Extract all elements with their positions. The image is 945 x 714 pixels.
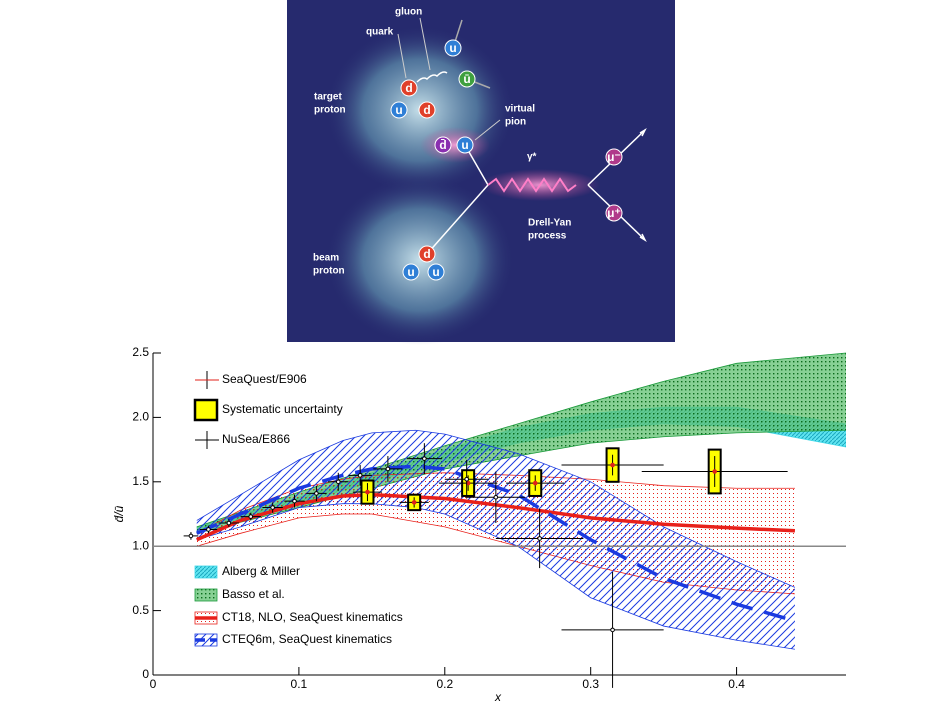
point	[712, 469, 717, 474]
band	[196, 430, 795, 650]
diagram-label: gluon	[395, 7, 422, 18]
particle-label: u	[449, 41, 456, 55]
particle	[418, 245, 436, 263]
particle	[434, 136, 452, 154]
particle-label: μ⁻	[607, 150, 621, 164]
legend-label: NuSea/E866	[222, 432, 290, 446]
particle-label: u	[407, 265, 414, 279]
diagram-label: quark	[366, 27, 394, 38]
band-edge	[196, 503, 795, 650]
point	[411, 500, 417, 505]
beam-proton-glow	[325, 175, 515, 345]
y-tick-label: 1.0	[132, 538, 149, 552]
pion-glow	[420, 127, 490, 163]
diagram-label: target	[314, 92, 342, 103]
point	[292, 498, 297, 504]
x-tick-label: 0.4	[728, 677, 745, 691]
legend-symbol	[193, 398, 219, 422]
diagram-label: Drell-Yan	[528, 218, 571, 229]
diagram-label: γ*	[527, 152, 537, 163]
legend-symbol	[194, 588, 218, 602]
point	[385, 466, 391, 472]
point	[188, 533, 194, 539]
y-tick-label: 0	[142, 667, 149, 681]
particle	[605, 204, 623, 222]
point	[335, 479, 341, 485]
particle-label: d	[405, 81, 412, 95]
legend-label: Systematic uncertainty	[222, 402, 343, 416]
point	[610, 627, 615, 633]
diagram-label: pion	[505, 117, 526, 128]
diagram-lines	[397, 17, 647, 255]
particle	[605, 148, 623, 166]
particle	[444, 39, 462, 57]
particle	[418, 101, 436, 119]
legend-label: Basso et al.	[222, 587, 285, 601]
particle-label: d̄	[439, 138, 446, 152]
point	[610, 462, 615, 468]
x-tick-label: 0	[150, 677, 157, 691]
gluon	[416, 71, 448, 83]
point	[314, 491, 319, 496]
point	[464, 476, 469, 482]
legend-label: SeaQuest/E906	[222, 372, 307, 386]
particle-label: u	[461, 138, 468, 152]
y-tick-label: 1.5	[132, 474, 149, 488]
particle	[427, 263, 445, 281]
band-edge	[196, 429, 796, 588]
particle-label: u	[432, 265, 439, 279]
particle-label: d	[423, 103, 430, 117]
particle-label: μ⁺	[607, 206, 621, 220]
y-axis-label: d̄/ū	[112, 505, 126, 522]
point	[248, 514, 254, 519]
arrowheads	[639, 128, 647, 242]
point	[226, 520, 232, 526]
photon	[487, 177, 577, 193]
diagram-label: proton	[313, 266, 345, 277]
legend-label: CTEQ6m, SeaQuest kinematics	[222, 632, 392, 646]
legend-symbol	[194, 565, 218, 579]
legend-label: Alberg & Miller	[222, 564, 300, 578]
particle-label: ū	[463, 72, 470, 86]
diagram	[287, 0, 675, 345]
particle	[402, 263, 420, 281]
y-tick-label: 2.5	[132, 345, 149, 359]
x-tick-label: 0.1	[291, 677, 308, 691]
particle	[390, 101, 408, 119]
point	[532, 480, 538, 486]
central-line	[196, 464, 796, 623]
y-tick-label: 0.5	[132, 603, 149, 617]
point	[422, 456, 427, 461]
x-axis-label: x	[494, 690, 502, 704]
y-tick-label: 2.0	[132, 410, 149, 424]
central-line	[196, 492, 796, 542]
point	[365, 489, 370, 495]
point	[206, 527, 211, 532]
diagram-label: process	[528, 231, 567, 242]
diagram-label: proton	[314, 105, 346, 116]
particle-label: d	[423, 247, 430, 261]
diagram-label: virtual	[505, 104, 535, 115]
point	[493, 494, 499, 500]
particle	[400, 79, 418, 97]
point	[357, 473, 363, 478]
point	[537, 536, 542, 541]
diagram-label: beam	[313, 253, 339, 264]
point	[270, 505, 275, 510]
particle	[456, 136, 474, 154]
particle	[458, 70, 476, 88]
x-tick-label: 0.2	[436, 677, 453, 691]
plot: x d̄/ū	[112, 353, 846, 704]
x-tick-label: 0.3	[582, 677, 599, 691]
particle-label: u	[395, 103, 402, 117]
legend-label: CT18, NLO, SeaQuest kinematics	[222, 610, 403, 624]
pointers	[397, 17, 501, 141]
